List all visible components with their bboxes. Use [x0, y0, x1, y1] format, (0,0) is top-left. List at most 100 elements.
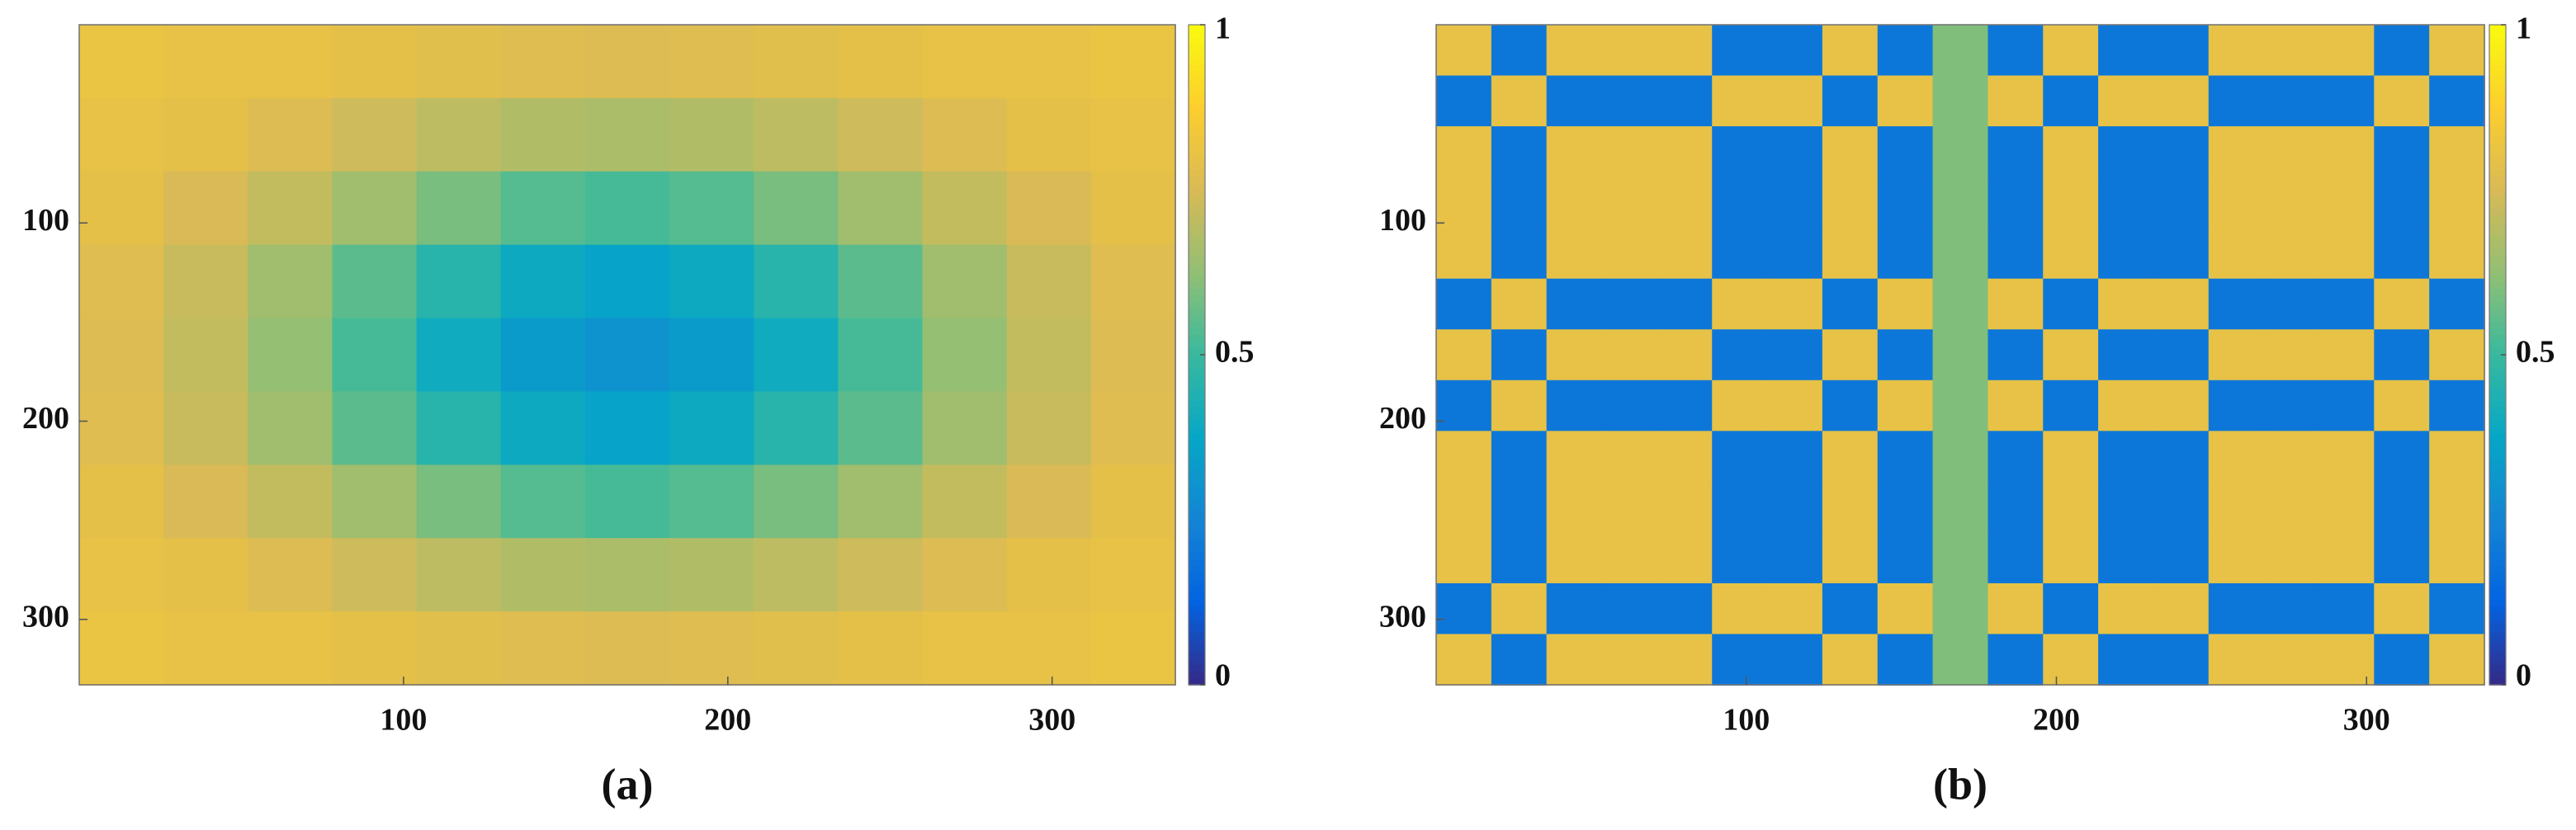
- heatmap-cell: [1712, 481, 1769, 534]
- colorbar-segment: [2489, 619, 2506, 626]
- heatmap-cell: [2374, 532, 2431, 584]
- heatmap-cell: [1546, 126, 1603, 178]
- heatmap-cell: [2374, 431, 2431, 483]
- heatmap-cell: [838, 97, 924, 172]
- heatmap-cell: [1767, 177, 1823, 229]
- heatmap-cell: [669, 465, 755, 540]
- heatmap-cell: [1988, 532, 2044, 584]
- colorbar-segment: [2489, 236, 2506, 243]
- colorbar-segment: [2489, 474, 2506, 481]
- y-tick-label: 300: [1379, 599, 1426, 634]
- heatmap-cell: [1546, 582, 1603, 635]
- heatmap-cell: [1988, 25, 2044, 77]
- colorbar-segment: [2489, 315, 2506, 323]
- colorbar-segment: [1189, 302, 1205, 309]
- heatmap-cell: [1822, 126, 1879, 178]
- heatmap-cell: [584, 25, 671, 99]
- heatmap-cell: [1712, 25, 1769, 77]
- colorbar-segment: [1189, 361, 1205, 369]
- heatmap-cell: [2043, 634, 2100, 686]
- heatmap-cell: [2153, 431, 2210, 483]
- colorbar-segment: [1189, 421, 1205, 428]
- heatmap-cell: [1491, 177, 1548, 229]
- heatmap-cell: [1090, 97, 1176, 172]
- heatmap-cell: [1712, 177, 1769, 229]
- heatmap-cell: [1090, 244, 1176, 319]
- heatmap-cell: [1877, 228, 1934, 280]
- colorbar-segment: [1189, 262, 1205, 270]
- heatmap-cell: [1006, 465, 1092, 540]
- heatmap-cell: [754, 391, 839, 466]
- colorbar-segment: [1189, 111, 1205, 118]
- colorbar-segment: [1189, 526, 1205, 534]
- colorbar-segment: [2489, 368, 2506, 375]
- colorbar-segment: [2489, 183, 2506, 191]
- colorbar-segment: [1189, 229, 1205, 237]
- colorbar-segment: [1189, 454, 1205, 461]
- heatmap-cell: [79, 538, 165, 613]
- colorbar-segment: [2489, 97, 2506, 105]
- heatmap-cell: [922, 244, 1008, 319]
- heatmap-cell: [2429, 481, 2485, 534]
- colorbar-segment: [1189, 401, 1205, 408]
- heatmap-cell: [2318, 177, 2375, 229]
- colorbar-segment: [1189, 678, 1205, 686]
- heatmap-cell: [838, 171, 924, 246]
- heatmap-cell: [1491, 228, 1548, 280]
- panel-label: (a): [602, 759, 654, 809]
- colorbar-segment: [1189, 130, 1205, 138]
- heatmap-cell: [2153, 329, 2210, 381]
- heatmap-cell: [1491, 582, 1548, 635]
- panel-label: (b): [1933, 759, 1988, 809]
- heatmap-cell: [1877, 177, 1934, 229]
- heatmap-cell: [1657, 228, 1713, 280]
- heatmap-cell: [584, 244, 671, 319]
- heatmap-cell: [1546, 177, 1603, 229]
- colorbar-segment: [2489, 606, 2506, 613]
- colorbar-segment: [2489, 579, 2506, 587]
- heatmap-cell: [754, 538, 839, 613]
- heatmap-cell: [1822, 532, 1879, 584]
- heatmap-cell: [1601, 329, 1658, 381]
- heatmap-cell: [2098, 431, 2154, 483]
- heatmap-cell: [2318, 380, 2375, 432]
- heatmap-cell: [1822, 25, 1879, 77]
- heatmap-cell: [1988, 431, 2044, 483]
- colorbar-segment: [2489, 289, 2506, 296]
- heatmap-cell: [584, 465, 671, 540]
- heatmap-cell: [1006, 538, 1092, 613]
- colorbar-segment: [2489, 546, 2506, 554]
- heatmap-cell: [2263, 75, 2320, 128]
- heatmap-cell: [2318, 126, 2375, 178]
- heatmap-cell: [2208, 75, 2265, 128]
- heatmap-cell: [1006, 318, 1092, 393]
- heatmap-cell: [2263, 481, 2320, 534]
- colorbar-segment: [1189, 441, 1205, 448]
- colorbar-segment: [1189, 467, 1205, 474]
- heatmap-cell: [669, 538, 755, 613]
- heatmap-cell: [1988, 329, 2044, 381]
- colorbar-segment: [2489, 454, 2506, 461]
- heatmap-cell: [1932, 75, 1989, 128]
- colorbar-segment: [1189, 216, 1205, 224]
- heatmap-cell: [2374, 582, 2431, 635]
- colorbar-segment: [2489, 190, 2506, 197]
- heatmap-cell: [1657, 75, 1713, 128]
- colorbar-segment: [2489, 599, 2506, 606]
- heatmap-cell: [1546, 329, 1603, 381]
- colorbar-segment: [1189, 289, 1205, 296]
- colorbar-segment: [1189, 665, 1205, 672]
- heatmap-cell: [1657, 431, 1713, 483]
- colorbar-segment: [1189, 487, 1205, 494]
- colorbar-segment: [2489, 348, 2506, 356]
- colorbar-segment: [2489, 322, 2506, 329]
- heatmap-cell: [2429, 126, 2485, 178]
- heatmap-cell: [1712, 126, 1769, 178]
- heatmap-cell: [248, 391, 333, 466]
- colorbar-segment: [2489, 170, 2506, 177]
- heatmap-cell: [1767, 380, 1823, 432]
- colorbar-segment: [2489, 421, 2506, 428]
- heatmap-cell: [1436, 75, 1492, 128]
- heatmap-cell: [2043, 126, 2100, 178]
